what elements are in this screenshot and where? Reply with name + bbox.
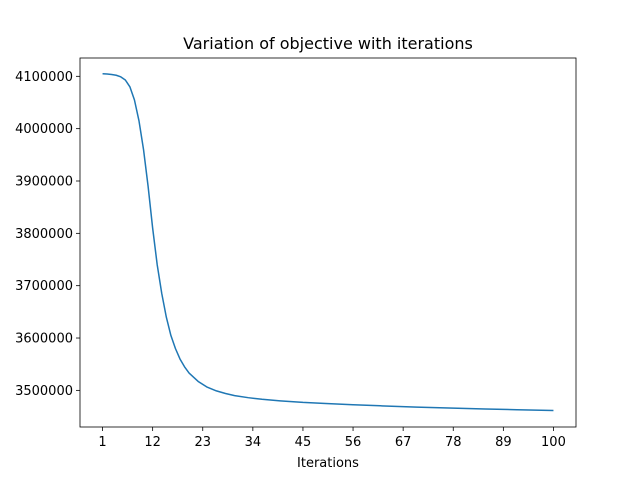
x-axis-label: Iterations [297, 456, 359, 471]
chart-title: Variation of objective with iterations [183, 34, 473, 53]
x-tick-label: 12 [144, 435, 161, 450]
y-tick-label: 3800000 [15, 227, 73, 242]
plot-frame [79, 57, 577, 428]
x-tick-label: 100 [541, 435, 566, 450]
x-tick-label: 1 [98, 435, 106, 450]
x-tick-label: 78 [445, 435, 462, 450]
x-tick-label: 56 [345, 435, 362, 450]
x-tick-label: 34 [245, 435, 262, 450]
x-tick-label: 23 [194, 435, 211, 450]
x-tick-label: 89 [495, 435, 512, 450]
y-tick-label: 4000000 [15, 122, 73, 137]
x-tick-label: 67 [395, 435, 412, 450]
y-tick-label: 3500000 [15, 384, 73, 399]
y-tick-label: 3900000 [15, 175, 73, 190]
y-tick-label: 4100000 [15, 70, 73, 85]
y-tick-label: 3700000 [15, 279, 73, 294]
plot-area: 1 12 23 34 45 56 67 78 89 100 3500000 3600000 370000… [15, 57, 577, 450]
x-tick-label: 45 [295, 435, 312, 450]
series-line-0 [102, 72, 554, 412]
y-tick-label: 3600000 [15, 332, 73, 347]
